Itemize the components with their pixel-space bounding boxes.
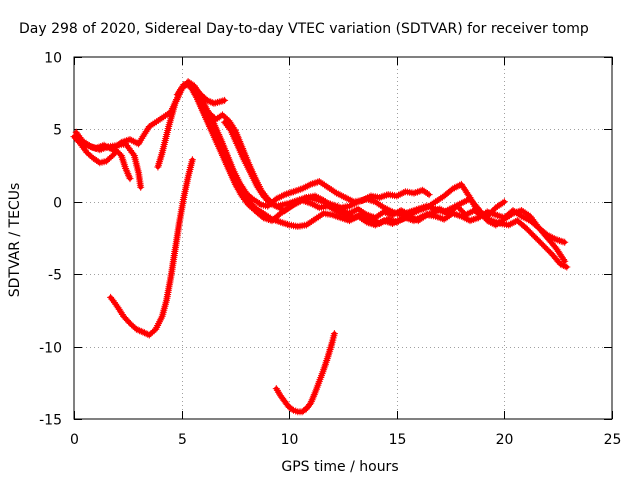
data-series [70,78,571,416]
x-tick-label: 0 [70,432,79,448]
x-tick-label: 25 [604,432,622,448]
series-track [272,330,338,416]
series-trace [108,157,195,338]
axis-ticks: 0 5 10 15 20 25 -15 -10 -5 0 5 10 [39,51,621,449]
series-track [221,118,569,246]
x-tick-label: 15 [389,432,407,448]
x-tick-label: 5 [178,432,187,448]
y-tick-label: 10 [44,51,62,67]
x-tick-label: 10 [281,432,299,448]
y-axis-label: SDTVAR / TECUs [7,183,23,298]
series-trace [187,83,567,264]
y-tick-label: -15 [39,413,62,429]
series-plus-markers [186,82,569,265]
y-tick-label: -5 [48,268,62,284]
x-axis-label: GPS time / hours [281,459,398,475]
y-tick-label: 5 [53,123,62,139]
y-tick-label: 0 [53,196,62,212]
grid-lines [74,57,612,419]
series-plus-markers [272,330,338,416]
series-track [186,82,569,265]
chart-title: Day 298 of 2020, Sidereal Day-to-day VTE… [19,21,589,37]
x-tick-label: 20 [496,432,514,448]
series-track [107,156,196,339]
series-plus-markers [221,118,569,246]
series-plus-markers [107,156,196,339]
y-tick-label: -10 [39,341,62,357]
plot-area-frame [73,56,613,420]
